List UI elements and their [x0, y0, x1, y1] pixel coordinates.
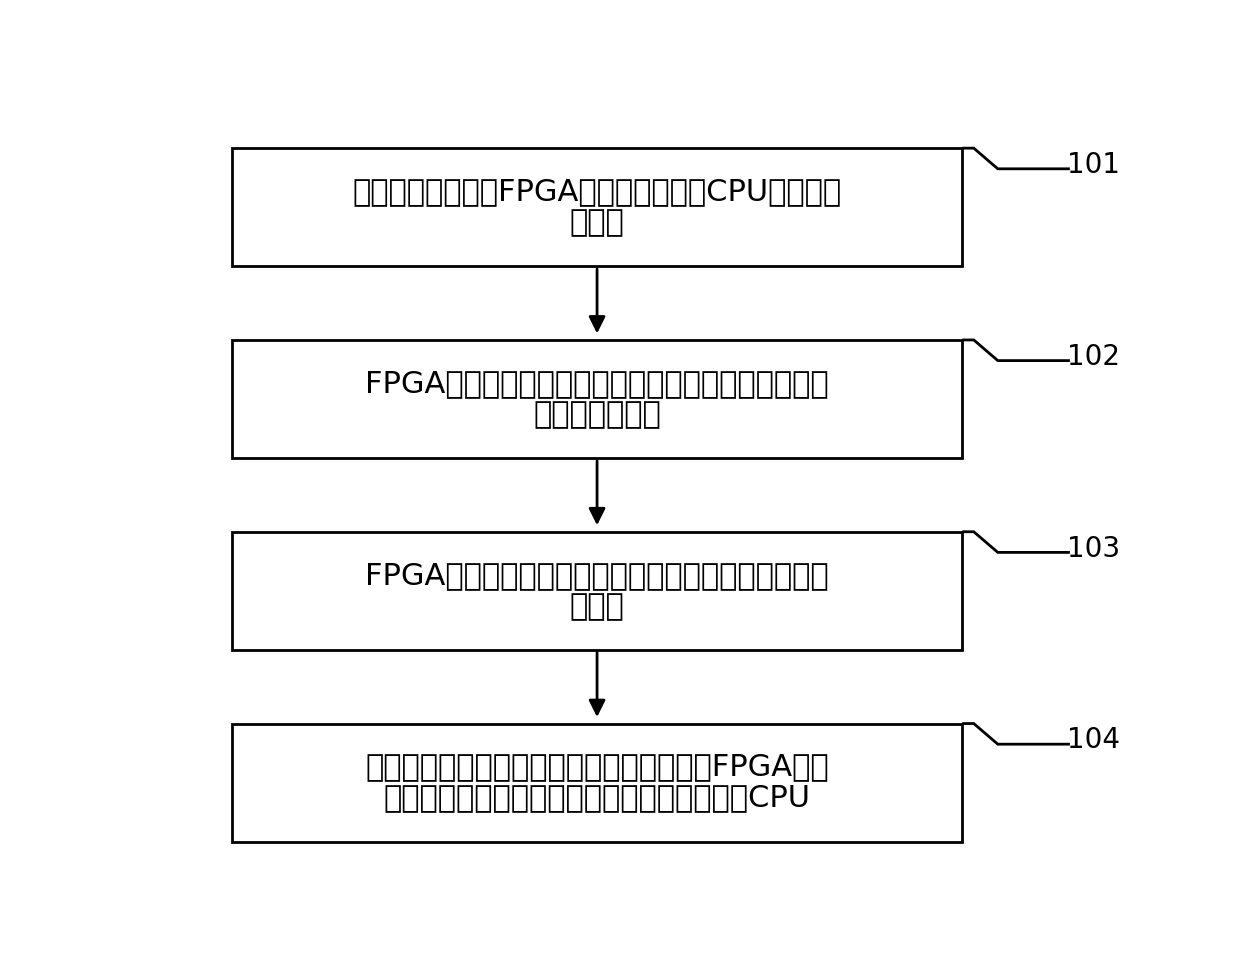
- Text: FPGA根据预置的基因序列选取规则，确定基因序列中: FPGA根据预置的基因序列选取规则，确定基因序列中: [366, 369, 828, 398]
- Bar: [232, 723, 962, 841]
- Text: 现场可编程门阵列FPGA获取中央处理器CPU发送的基: 现场可编程门阵列FPGA获取中央处理器CPU发送的基: [352, 177, 842, 206]
- Text: FPGA通过预置算法将第一基因序列与参考基因序列进: FPGA通过预置算法将第一基因序列与参考基因序列进: [366, 560, 828, 590]
- Text: 第一基因序列以及第一基因序列的匹配结果至CPU: 第一基因序列以及第一基因序列的匹配结果至CPU: [383, 784, 811, 812]
- Text: 若第一基因序列与参考基因序列完全匹配，FPGA发送: 若第一基因序列与参考基因序列完全匹配，FPGA发送: [366, 753, 828, 782]
- Text: 104: 104: [1068, 726, 1121, 755]
- Text: 101: 101: [1068, 151, 1121, 179]
- Text: 因序列: 因序列: [569, 208, 625, 238]
- Bar: [232, 532, 962, 650]
- Text: 103: 103: [1068, 535, 1121, 562]
- Bar: [232, 148, 962, 266]
- Text: 行匹配: 行匹配: [569, 592, 625, 621]
- Text: 的第一基因序列: 的第一基因序列: [533, 399, 661, 429]
- Text: 102: 102: [1068, 343, 1121, 371]
- Bar: [232, 340, 962, 458]
